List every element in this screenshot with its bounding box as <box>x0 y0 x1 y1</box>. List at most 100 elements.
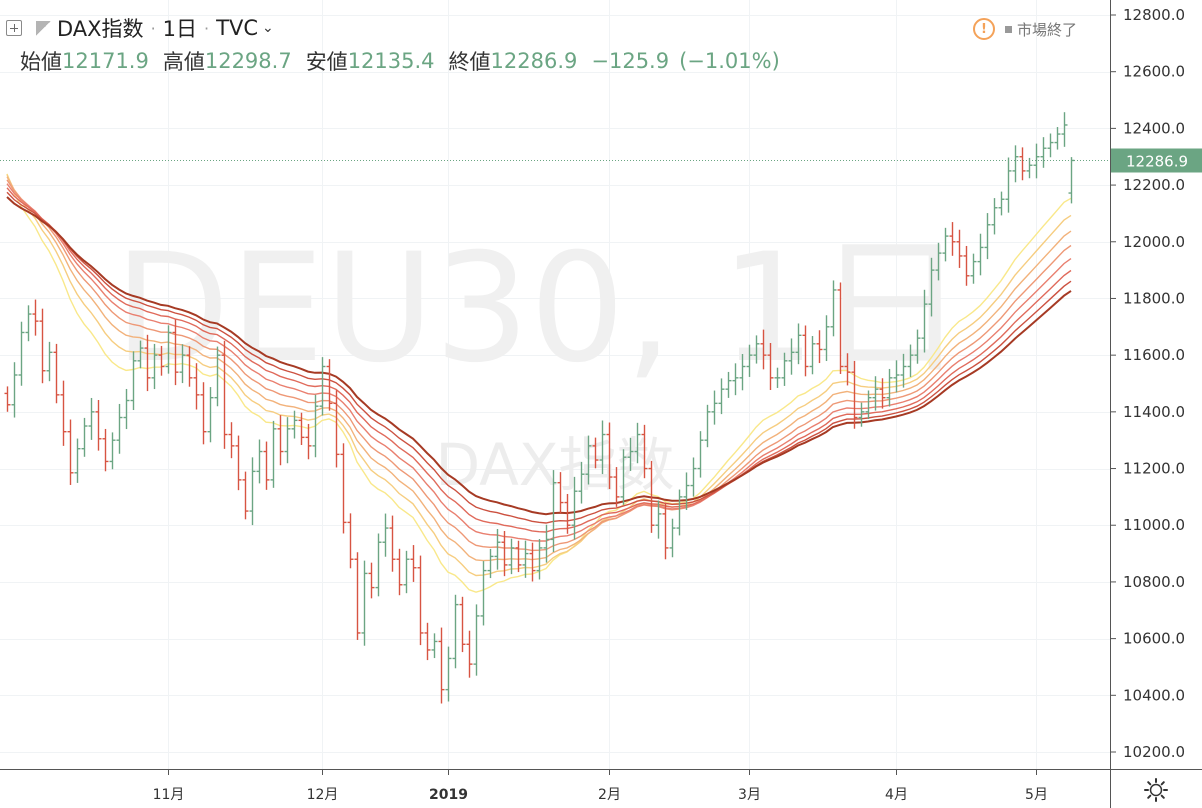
change-value: −125.9 <box>591 49 670 73</box>
ohlc-bar <box>606 422 613 490</box>
market-status: ! 市場終了 <box>973 16 1077 42</box>
price-tick-label: 10600.0 <box>1123 630 1185 648</box>
ohlc-bar <box>81 417 88 457</box>
ohlc-bar <box>942 227 949 262</box>
alert-icon[interactable]: ! <box>973 18 995 40</box>
price-tick-label: 10800.0 <box>1123 573 1185 591</box>
ohlc-bar <box>340 443 347 534</box>
ohlc-bar <box>655 500 662 539</box>
change-percent: (−1.01%) <box>679 49 780 73</box>
ohlc-bar <box>1061 112 1068 147</box>
ohlc-bar <box>823 315 830 362</box>
price-tick-label: 12000.0 <box>1123 233 1185 251</box>
ohlc-bar <box>417 555 424 646</box>
ohlc-bar <box>193 363 200 410</box>
high-label: 高値 <box>162 50 205 74</box>
price-axis[interactable]: 10200.0 10400.0 10600.0 10800.0 11000.0 11200… <box>1110 6 1185 761</box>
ohlc-bar <box>165 325 172 374</box>
ohlc-bar <box>270 420 277 488</box>
ohlc-bar <box>473 604 480 676</box>
ohlc-bar <box>928 257 935 317</box>
ohlc-bar <box>935 242 942 281</box>
ohlc-bar <box>963 245 970 286</box>
ohlc-bar <box>886 368 893 407</box>
ohlc-bar <box>837 282 844 374</box>
ohlc-bar <box>914 329 921 364</box>
time-tick-label: 4月 <box>885 787 908 803</box>
ohlc-bar <box>452 594 459 669</box>
ohlc-bar <box>767 342 774 390</box>
ohlc-bar <box>368 562 375 599</box>
ohlc-bar <box>424 622 431 661</box>
expand-icon[interactable] <box>6 20 22 36</box>
settings-gear-icon[interactable] <box>1142 776 1170 804</box>
ohlc-bar <box>487 548 494 579</box>
ohlc-bar <box>1012 145 1019 183</box>
last-price-box <box>1111 148 1202 173</box>
ohlc-bar <box>718 378 725 415</box>
ohlc-bar <box>109 432 116 470</box>
time-axis[interactable]: 11月 12月 2019 2月 3月 4月 5月 <box>153 769 1048 803</box>
symbol-name[interactable]: DAX指数 <box>57 17 144 41</box>
ohlc-bar <box>1068 157 1075 204</box>
price-tick-label: 10200.0 <box>1123 743 1185 761</box>
ohlc-bar <box>662 502 669 560</box>
ohlc-bar <box>802 325 809 377</box>
time-tick-label: 5月 <box>1025 787 1048 803</box>
ohlc-bar <box>844 353 851 386</box>
ohlc-bar <box>697 431 704 478</box>
low-label: 安値 <box>305 50 348 74</box>
time-tick-label: 2019 <box>429 787 468 803</box>
ohlc-bar <box>298 412 305 445</box>
low-value: 12135.4 <box>347 49 435 73</box>
ohlc-bar <box>781 352 788 386</box>
ohlc-bar <box>396 548 403 596</box>
ohlc-bar <box>88 397 95 440</box>
ohlc-bar <box>179 344 186 384</box>
close-label: 終値 <box>448 50 491 74</box>
chevron-down-icon[interactable]: ⌄ <box>261 20 274 36</box>
symbol-row: DAX指数 · 1日 · TVC ⌄ <box>6 14 274 42</box>
ohlc-bars <box>4 112 1075 704</box>
ohlc-bar <box>256 439 263 484</box>
ohlc-bar <box>480 561 487 626</box>
ohlc-bar <box>508 538 515 575</box>
ohlc-bar <box>977 233 984 276</box>
price-tick-label: 12800.0 <box>1123 6 1185 24</box>
interval-label[interactable]: 1日 <box>162 17 198 41</box>
ohlc-row: 始値 12171.9 高値 12298.7 安値 12135.4 終値 1228… <box>20 46 790 76</box>
ohlc-bar <box>998 191 1005 216</box>
ohlc-bar <box>704 404 711 448</box>
ohlc-bar <box>578 461 585 504</box>
ohlc-bar <box>991 198 998 235</box>
ohlc-bar <box>571 476 578 540</box>
ohlc-bar <box>389 515 396 572</box>
ohlc-bar <box>921 289 928 353</box>
ohlc-bar <box>361 560 368 646</box>
ohlc-bar <box>1026 157 1033 179</box>
price-tick-label: 12200.0 <box>1123 176 1185 194</box>
ohlc-bar <box>151 343 158 390</box>
ohlc-bar <box>53 343 60 404</box>
price-tick-label: 12600.0 <box>1123 63 1185 81</box>
open-label: 始値 <box>20 50 62 74</box>
ohlc-bar <box>788 338 795 375</box>
ohlc-bar <box>865 390 872 420</box>
ema-line-55 <box>6 196 1072 516</box>
ohlc-bar <box>669 518 676 558</box>
ohlc-bar <box>130 351 137 411</box>
ohlc-bar <box>137 340 144 369</box>
ohlc-bar <box>235 435 242 491</box>
ohlc-bar <box>312 394 319 458</box>
ohlc-bar <box>858 402 865 427</box>
ohlc-bar <box>319 357 326 416</box>
status-square-icon <box>1005 25 1012 33</box>
chart-grid <box>0 0 1110 769</box>
ohlc-bar <box>228 422 235 459</box>
ohlc-bar <box>732 363 739 396</box>
exchange-label[interactable]: TVC <box>216 16 258 40</box>
ema-line-45 <box>6 187 1072 533</box>
ohlc-bar <box>333 390 340 468</box>
ohlc-bar <box>774 367 781 388</box>
